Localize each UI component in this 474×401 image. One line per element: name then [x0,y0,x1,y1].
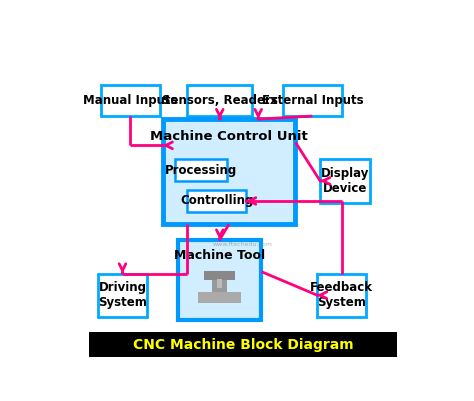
FancyBboxPatch shape [217,279,222,288]
FancyBboxPatch shape [198,292,241,303]
FancyBboxPatch shape [98,273,147,317]
FancyBboxPatch shape [89,332,397,357]
FancyBboxPatch shape [187,190,246,212]
FancyBboxPatch shape [178,239,262,320]
Text: Processing: Processing [165,164,237,176]
Text: Manual Inputs: Manual Inputs [83,94,177,107]
FancyBboxPatch shape [204,271,235,280]
Text: CNC Machine Block Diagram: CNC Machine Block Diagram [133,338,353,352]
FancyBboxPatch shape [317,273,366,317]
Text: Display
Device: Display Device [320,167,369,195]
FancyBboxPatch shape [212,280,228,292]
Text: Sensors, Readers: Sensors, Readers [162,94,278,107]
Text: Controlling: Controlling [180,194,254,207]
Text: www.ftechedu.com: www.ftechedu.com [213,242,273,247]
FancyBboxPatch shape [101,85,160,116]
FancyBboxPatch shape [187,85,252,116]
Text: External Inputs: External Inputs [262,94,363,107]
FancyBboxPatch shape [320,159,370,203]
Text: Driving
System: Driving System [98,281,147,309]
FancyBboxPatch shape [163,119,295,224]
FancyBboxPatch shape [175,159,228,181]
Text: Feedback
System: Feedback System [310,281,373,309]
Text: Machine Control Unit: Machine Control Unit [150,130,308,143]
FancyBboxPatch shape [283,85,342,116]
Text: Machine Tool: Machine Tool [174,249,265,262]
